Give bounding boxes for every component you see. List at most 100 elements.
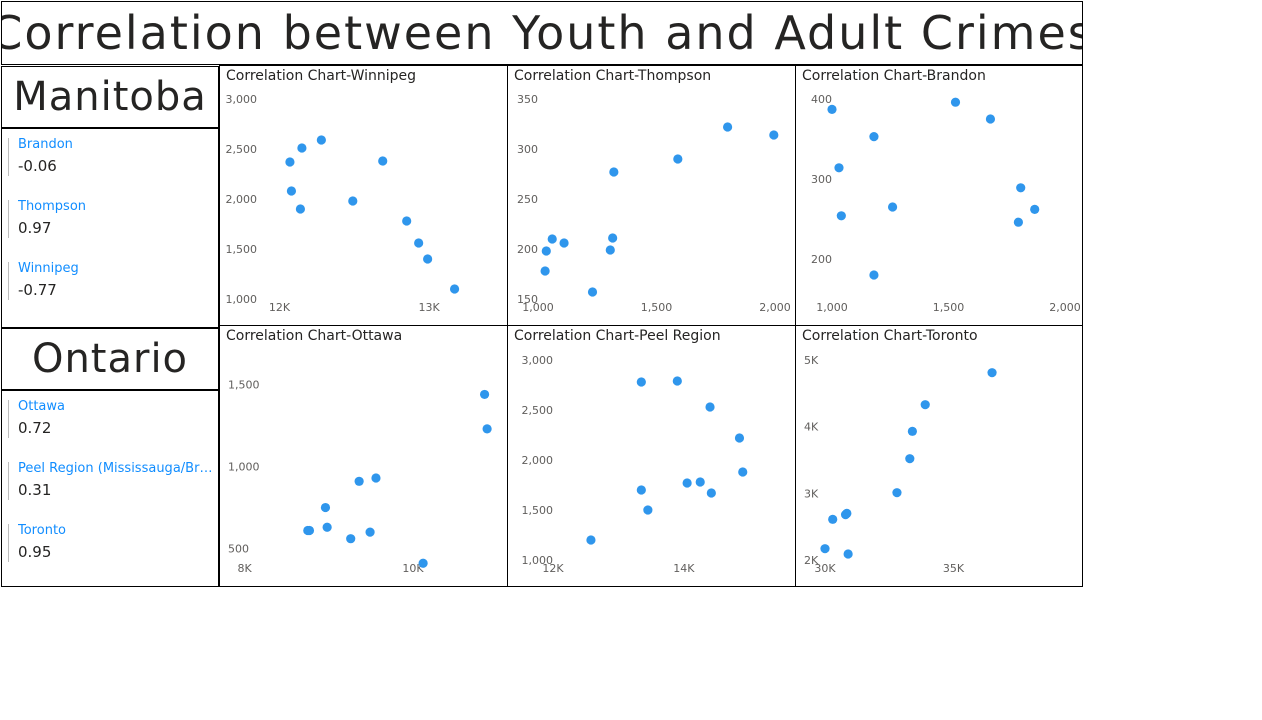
data-point[interactable] [1013, 217, 1023, 227]
data-point[interactable] [449, 284, 460, 294]
data-point[interactable] [836, 211, 846, 221]
data-point[interactable] [738, 467, 748, 477]
data-point[interactable] [834, 163, 844, 173]
data-point[interactable] [734, 433, 745, 443]
card-brandon: Brandon -0.06 [2, 133, 218, 195]
data-point[interactable] [820, 544, 830, 554]
card-label: Brandon [18, 137, 73, 152]
data-point[interactable] [346, 534, 356, 544]
data-point[interactable] [672, 376, 682, 386]
y-tick-label: 3,000 [522, 354, 554, 367]
data-point[interactable] [987, 368, 997, 378]
card-label: Thompson [18, 199, 87, 214]
scatter-chart-toronto[interactable]: Correlation Chart-Toronto 2K 3K 4K 5K 30K 35K [795, 325, 1083, 587]
chart-plot: 500 1,000 1,500 8K 10K [228, 379, 492, 575]
x-tick-label: 2,000 [759, 301, 791, 314]
data-point[interactable] [423, 254, 433, 264]
x-tick-label: 1,000 [816, 301, 848, 314]
data-point[interactable] [1030, 204, 1040, 214]
x-tick-label: 35K [943, 562, 965, 575]
card-winnipeg: Winnipeg -0.77 [2, 257, 218, 319]
chart-title: Correlation Chart-Brandon [802, 68, 986, 84]
data-point[interactable] [636, 377, 646, 387]
data-point[interactable] [605, 245, 615, 255]
data-point[interactable] [706, 488, 716, 498]
y-tick-label: 4K [804, 421, 819, 434]
card-ottawa: Ottawa 0.72 [2, 395, 218, 457]
data-point[interactable] [643, 505, 653, 515]
data-point[interactable] [295, 204, 306, 214]
data-point[interactable] [365, 527, 375, 537]
data-point[interactable] [479, 389, 490, 400]
data-point[interactable] [673, 154, 683, 164]
data-point[interactable] [892, 488, 902, 498]
multi-row-card-manitoba[interactable]: Brandon -0.06 Thompson 0.97 Winnipeg -0.… [1, 128, 219, 328]
data-point[interactable] [636, 485, 646, 495]
data-point[interactable] [920, 400, 930, 410]
data-point[interactable] [322, 522, 332, 532]
chart-title: Correlation Chart-Thompson [514, 68, 712, 84]
data-point[interactable] [320, 502, 331, 513]
y-tick-label: 1,000 [226, 293, 258, 306]
scatter-chart-brandon[interactable]: Correlation Chart-Brandon 200 300 400 1,000… [795, 65, 1083, 326]
data-point[interactable] [316, 135, 326, 145]
data-point[interactable] [348, 196, 358, 206]
scatter-chart-thompson[interactable]: Correlation Chart-Thompson 150 200 250 300 3… [507, 65, 796, 326]
data-point[interactable] [609, 167, 619, 177]
data-point[interactable] [985, 114, 996, 124]
y-tick-label: 2,000 [226, 193, 258, 206]
data-point[interactable] [547, 234, 557, 244]
data-point[interactable] [559, 238, 569, 248]
y-tick-label: 350 [517, 93, 538, 106]
y-tick-label: 2,000 [522, 454, 554, 467]
data-point[interactable] [286, 186, 297, 196]
chart-plot: 2K 3K 4K 5K 30K 35K [804, 354, 997, 575]
data-point[interactable] [402, 216, 412, 226]
data-point[interactable] [541, 246, 551, 256]
data-point[interactable] [354, 476, 364, 486]
data-point[interactable] [842, 508, 852, 518]
x-tick-label: 14K [673, 562, 695, 575]
y-tick-label: 300 [517, 143, 538, 156]
data-point[interactable] [828, 514, 838, 524]
scatter-chart-winnipeg[interactable]: Correlation Chart-Winnipeg 1,000 1,500 2,0… [219, 65, 508, 326]
data-point[interactable] [869, 132, 879, 142]
card-value: -0.06 [18, 157, 57, 175]
data-point[interactable] [586, 535, 596, 545]
data-point[interactable] [587, 287, 598, 297]
data-point[interactable] [843, 549, 853, 559]
data-point[interactable] [371, 473, 381, 483]
y-tick-label: 1,500 [228, 379, 260, 392]
x-tick-label: 1,500 [933, 301, 965, 314]
scatter-chart-ottawa[interactable]: Correlation Chart-Ottawa 500 1,000 1,500 8K… [219, 325, 508, 587]
data-point[interactable] [769, 130, 779, 140]
x-tick-label: 10K [402, 562, 424, 575]
data-point[interactable] [827, 104, 837, 114]
data-point[interactable] [304, 525, 315, 536]
data-point[interactable] [723, 122, 733, 132]
data-point[interactable] [1016, 183, 1026, 193]
x-tick-label: 12K [269, 301, 291, 314]
data-point[interactable] [950, 97, 961, 107]
data-point[interactable] [285, 157, 295, 167]
data-point[interactable] [418, 558, 428, 568]
x-tick-label: 2,000 [1049, 301, 1081, 314]
card-label: Peel Region (Mississauga/Brampton) [18, 461, 214, 476]
data-point[interactable] [297, 143, 307, 153]
data-point[interactable] [705, 402, 715, 412]
multi-row-card-ontario[interactable]: Ottawa 0.72 Peel Region (Mississauga/Bra… [1, 390, 219, 587]
data-point[interactable] [540, 266, 550, 276]
data-point[interactable] [887, 202, 898, 212]
data-point[interactable] [905, 454, 915, 464]
data-point[interactable] [378, 156, 388, 166]
data-point[interactable] [695, 477, 705, 487]
data-point[interactable] [608, 233, 618, 243]
data-point[interactable] [482, 424, 492, 434]
data-point[interactable] [682, 478, 692, 488]
data-point[interactable] [907, 426, 917, 436]
card-value: 0.97 [18, 219, 52, 237]
scatter-chart-peel-region[interactable]: Correlation Chart-Peel Region 1,000 1,500… [507, 325, 796, 587]
data-point[interactable] [414, 238, 424, 248]
data-point[interactable] [869, 270, 879, 280]
y-tick-label: 250 [517, 193, 538, 206]
